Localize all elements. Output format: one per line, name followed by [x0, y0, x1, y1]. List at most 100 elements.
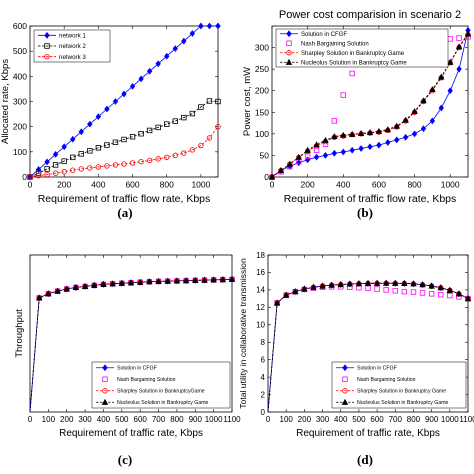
data-point — [129, 134, 136, 140]
data-point — [301, 285, 308, 292]
y-axis-label: Total utility in collaborative transmiss… — [238, 258, 248, 409]
legend-marker — [342, 388, 348, 394]
data-point — [181, 114, 187, 121]
x-tick-label: 200 — [301, 180, 315, 190]
x-tick-label: 600 — [134, 415, 148, 424]
legend-marker — [101, 398, 109, 405]
data-point — [44, 171, 50, 178]
legend-entry: Nash Bargaining Solution — [117, 377, 176, 383]
data-point — [349, 70, 355, 77]
data-point — [322, 136, 329, 143]
legend-marker — [286, 50, 292, 56]
data-point — [419, 290, 426, 296]
data-point — [419, 281, 426, 288]
data-point — [322, 152, 329, 159]
data-point — [384, 126, 392, 133]
data-point — [393, 122, 400, 129]
x-tick-label: 200 — [298, 415, 312, 424]
data-point — [364, 279, 372, 286]
data-point — [201, 276, 208, 283]
data-point — [52, 150, 59, 158]
data-point — [411, 107, 418, 115]
data-point — [456, 65, 462, 73]
x-tick-label: 700 — [152, 415, 166, 424]
data-point — [295, 153, 302, 160]
data-point — [328, 281, 335, 288]
panel-label-c: (c) — [117, 452, 133, 467]
data-point — [429, 85, 436, 93]
data-point — [228, 275, 236, 282]
data-point — [104, 105, 110, 113]
legend-marker — [44, 31, 50, 39]
x-tick-label: 0 — [28, 180, 33, 190]
legend-entry: Nash Bargaining Solution — [301, 41, 369, 47]
x-tick-label: 700 — [389, 415, 403, 424]
data-point — [420, 97, 427, 104]
data-point — [273, 299, 281, 306]
data-point — [428, 291, 435, 297]
data-point — [138, 131, 144, 137]
data-point — [172, 152, 178, 159]
y-tick-label: 100 — [255, 129, 269, 139]
y-tick-label: 12 — [256, 303, 265, 312]
y-tick-label: 500 — [13, 46, 27, 56]
x-tick-label: 0 — [28, 415, 33, 424]
y-tick-label: 8 — [261, 338, 266, 347]
series-3 — [27, 123, 221, 180]
data-point — [155, 156, 161, 162]
data-point — [70, 154, 76, 161]
data-point — [35, 294, 43, 301]
series-1 — [27, 22, 221, 181]
data-point — [172, 118, 178, 124]
legend-entry: network 2 — [59, 43, 86, 50]
y-axis-label: Power cost, mW — [242, 67, 253, 136]
data-point — [112, 162, 119, 168]
data-point — [331, 149, 338, 157]
data-point — [54, 287, 61, 294]
data-point — [215, 123, 221, 130]
data-point — [446, 286, 454, 293]
y-axis-label: Allocated rate, Kbps — [0, 59, 11, 144]
data-point — [464, 295, 472, 302]
y-tick-label: 200 — [255, 86, 269, 96]
data-point — [172, 45, 178, 53]
x-tick-label: 400 — [334, 415, 348, 424]
data-point — [189, 110, 196, 117]
data-point — [78, 166, 84, 172]
data-point — [277, 167, 285, 174]
x-tick-label: 300 — [78, 415, 92, 424]
legend-box — [275, 28, 449, 68]
data-point — [296, 159, 302, 167]
data-point — [349, 146, 355, 154]
data-point — [438, 104, 444, 112]
data-point — [348, 130, 356, 137]
data-point — [198, 22, 204, 30]
data-point — [402, 133, 409, 141]
data-point — [206, 135, 213, 141]
data-point — [164, 52, 170, 60]
legend-entry: Solution in CFGF — [301, 32, 347, 38]
data-point — [340, 131, 347, 138]
data-point — [455, 290, 463, 297]
x-tick-label: 800 — [170, 415, 184, 424]
data-point — [438, 73, 445, 80]
y-tick-label: 150 — [255, 107, 269, 117]
data-point — [27, 174, 33, 180]
y-tick-label: 18 — [256, 251, 265, 260]
data-point — [104, 142, 110, 148]
x-axis-label: Requirement of traffic flow rate, Kbps — [284, 193, 457, 205]
data-point — [127, 279, 135, 286]
legend-marker — [102, 376, 108, 382]
x-tick-label: 1000 — [191, 180, 210, 190]
legend: Solution in CFGF Nash Bargaining Solution… — [331, 361, 467, 409]
data-point — [304, 153, 311, 159]
legend-box — [91, 361, 231, 409]
data-point — [112, 139, 119, 145]
legend-entry: Solution in CFGF — [357, 366, 397, 372]
data-point — [155, 124, 161, 131]
data-point — [292, 288, 299, 295]
data-point — [382, 279, 390, 286]
data-point — [44, 158, 50, 166]
data-point — [268, 173, 276, 180]
